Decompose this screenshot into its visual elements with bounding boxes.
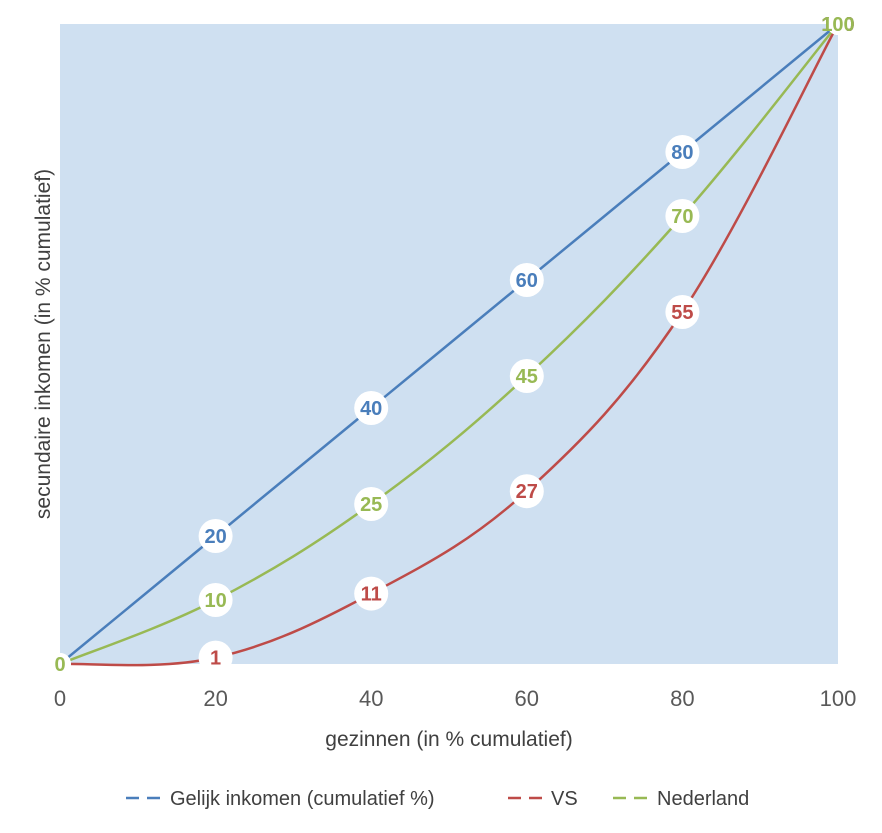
data-label: 40 — [360, 398, 382, 420]
data-label-bubble — [509, 263, 544, 297]
data-label-bubble — [509, 474, 544, 509]
data-point-vs: 1 — [198, 640, 233, 675]
data-point-gelijk-inkomen: 20 — [198, 519, 233, 553]
data-label: 45 — [516, 366, 538, 388]
x-tick-label: 20 — [203, 686, 227, 711]
data-label: 80 — [671, 142, 693, 164]
data-label: 20 — [204, 526, 226, 548]
data-label-bubble — [198, 583, 233, 617]
data-point-nederland: 0 — [49, 653, 71, 676]
data-label-bubble — [827, 13, 849, 35]
x-tick-label: 40 — [359, 686, 383, 711]
data-label-bubble — [198, 640, 233, 675]
data-label: 10 — [204, 590, 226, 612]
x-tick-label: 60 — [515, 686, 539, 711]
data-label: 70 — [671, 206, 693, 228]
legend-item-nederland: Nederland — [613, 788, 749, 810]
data-point-nederland: 70 — [665, 199, 700, 233]
series-line-gelijk-inkomen — [59, 23, 839, 665]
x-axis-title: gezinnen (in % cumulatief) — [325, 728, 572, 751]
data-label: 55 — [671, 302, 693, 324]
data-label-bubble — [354, 487, 389, 521]
x-tick-label: 0 — [54, 686, 66, 711]
data-labels: 02040608010001112755100010254570100 — [49, 13, 855, 676]
data-point-gelijk-inkomen: 40 — [354, 391, 389, 425]
data-point-gelijk-inkomen: 60 — [509, 263, 544, 297]
data-point-gelijk-inkomen: 80 — [665, 135, 700, 169]
data-label-bubble — [198, 519, 233, 553]
data-point-nederland: 25 — [354, 487, 389, 521]
data-label-bubble — [509, 359, 544, 393]
legend-item-gelijk-inkomen: Gelijk inkomen (cumulatief %) — [126, 788, 435, 810]
data-label-bubble — [665, 199, 700, 233]
data-label-bubble — [665, 135, 700, 169]
data-label: 11 — [361, 584, 382, 606]
data-point-nederland: 10 — [198, 583, 233, 617]
data-label: 60 — [516, 270, 538, 292]
data-label: 25 — [360, 494, 382, 516]
legend-item-vs: VS — [508, 788, 578, 810]
data-point-vs: 27 — [509, 474, 544, 509]
data-point-vs: 55 — [665, 295, 700, 329]
x-axis-ticks: 0 20 40 60 80 100 — [54, 686, 856, 711]
data-label-bubble — [354, 576, 389, 611]
legend-label: VS — [551, 788, 578, 810]
data-label: 27 — [516, 481, 538, 503]
legend: Gelijk inkomen (cumulatief %) VS Nederland — [126, 788, 749, 810]
x-tick-label: 80 — [670, 686, 694, 711]
legend-label: Gelijk inkomen (cumulatief %) — [170, 788, 435, 810]
legend-label: Nederland — [657, 788, 749, 810]
data-point-vs: 11 — [354, 576, 389, 611]
y-axis-title: secundaire inkomen (in % cumulatief) — [32, 169, 55, 519]
data-label: 100 — [821, 14, 854, 36]
data-label-bubble — [354, 391, 389, 425]
data-point-nederland: 45 — [509, 359, 544, 393]
data-label: 0 — [54, 654, 65, 676]
x-tick-label: 100 — [820, 686, 857, 711]
data-point-nederland: 100 — [821, 13, 855, 36]
data-label-bubble — [665, 295, 700, 329]
data-label-bubble — [49, 653, 71, 675]
data-label: 1 — [210, 648, 221, 670]
